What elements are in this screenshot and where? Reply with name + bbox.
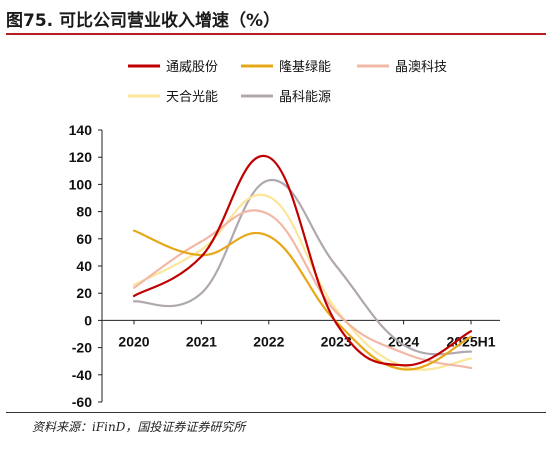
- y-tick-label: -40: [72, 367, 92, 383]
- series-line-1: [132, 154, 473, 367]
- x-tick-label: 2023: [321, 333, 352, 349]
- x-tick-label: 2021: [186, 333, 217, 349]
- figure-title: 图75. 可比公司营业收入增速（%）: [6, 11, 281, 31]
- legend-label: 天合光能: [166, 90, 218, 105]
- y-tick-label: 120: [69, 149, 93, 165]
- y-tick-label: 40: [76, 258, 92, 274]
- series-line-4: [132, 193, 473, 371]
- y-tick-label: -20: [72, 340, 92, 356]
- x-tick-label: 2020: [118, 333, 149, 349]
- y-tick-label: 80: [76, 204, 92, 220]
- y-tick-label: -60: [72, 394, 92, 410]
- y-tick-label: 140: [69, 122, 93, 138]
- x-tick-label: 2022: [253, 333, 284, 349]
- y-tick-label: 0: [84, 312, 92, 328]
- y-tick-label: 60: [76, 231, 92, 247]
- source-divider: [6, 412, 546, 413]
- title-underline: [6, 33, 546, 35]
- series-line-3: [132, 209, 473, 370]
- source-note: 资料来源：iFinD，国投证券证券研究所: [32, 420, 246, 434]
- series-line-5: [132, 179, 473, 356]
- y-tick-label: 100: [69, 176, 93, 192]
- series-line-2: [132, 229, 473, 371]
- legend-label: 通威股份: [166, 60, 218, 75]
- legend-label: 隆基绿能: [279, 60, 331, 75]
- legend-label: 晶科能源: [279, 90, 331, 105]
- x-tick-label: 2024: [388, 333, 419, 349]
- legend-label: 晶澳科技: [395, 59, 447, 75]
- y-tick-label: 20: [76, 285, 92, 301]
